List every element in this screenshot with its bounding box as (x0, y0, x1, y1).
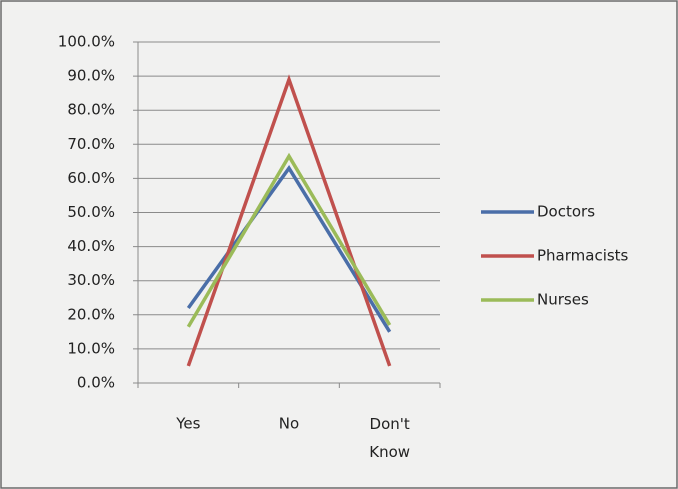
y-tick-label: 90.0% (67, 67, 115, 85)
legend-label: Doctors (537, 203, 595, 221)
y-tick-label: 20.0% (67, 305, 115, 323)
y-tick-label: 100.0% (58, 33, 115, 51)
series-line (186, 152, 392, 328)
y-tick-label: 30.0% (67, 271, 115, 289)
x-tick-label: Yes (175, 415, 200, 433)
y-tick-label: 0.0% (77, 374, 115, 392)
y-tick-label: 10.0% (67, 339, 115, 357)
x-tick-label: No (279, 415, 299, 433)
y-tick-label: 70.0% (67, 135, 115, 153)
legend-label: Nurses (537, 291, 589, 309)
y-tick-label: 50.0% (67, 203, 115, 221)
series-line (186, 165, 392, 333)
legend-label: Pharmacists (537, 247, 629, 265)
y-tick-label: 60.0% (67, 169, 115, 187)
y-tick-label: 80.0% (67, 101, 115, 119)
y-tick-label: 40.0% (67, 237, 115, 255)
x-tick-label: Don't Know (369, 415, 410, 461)
